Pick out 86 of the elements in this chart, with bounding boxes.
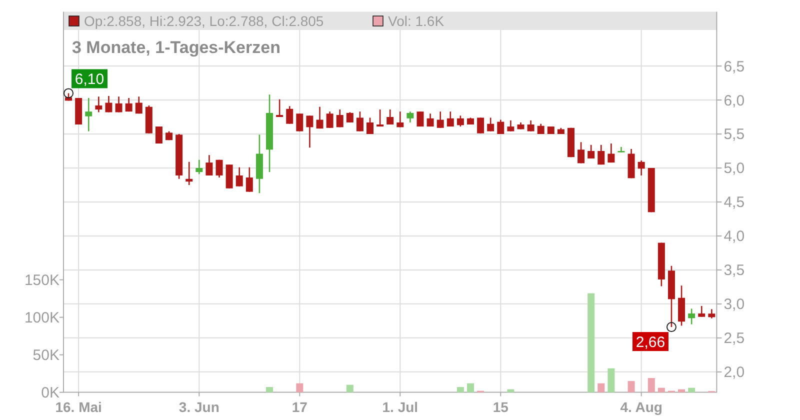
x-tick-label: 17 xyxy=(292,399,308,415)
candlestick xyxy=(688,308,696,325)
candlestick xyxy=(436,110,444,129)
candlestick xyxy=(416,110,424,128)
annotation: 2,66 xyxy=(636,334,666,351)
candlestick xyxy=(446,110,454,128)
x-tick-label: 3. Jun xyxy=(178,399,220,415)
y-tick-label: 5,5 xyxy=(724,126,745,144)
candlestick xyxy=(85,97,92,132)
candlestick xyxy=(135,96,142,114)
candlestick xyxy=(336,108,344,128)
y-tick-label: 4,0 xyxy=(724,228,745,246)
candlestick xyxy=(95,96,102,113)
text: Vol: 1.6K xyxy=(388,13,445,29)
candlestick xyxy=(186,161,193,186)
y2-tick-label: 100K xyxy=(24,310,60,327)
candlestick xyxy=(306,114,314,148)
x-tick-label: 15 xyxy=(492,399,509,415)
candlestick xyxy=(236,166,243,187)
candlestick xyxy=(426,112,434,128)
bar xyxy=(688,388,696,392)
candlestick xyxy=(376,108,384,128)
candlestick xyxy=(206,154,213,176)
bar xyxy=(296,383,304,392)
text: 3 Monate, 1-Tages-Kerzen xyxy=(72,38,280,57)
candlestick xyxy=(286,105,294,124)
candlestick xyxy=(276,98,284,118)
y2-tick-label: 150K xyxy=(24,272,60,290)
candlestick xyxy=(105,95,112,113)
candlestick xyxy=(406,110,414,124)
y-tick-label: 6,0 xyxy=(724,92,745,110)
candlestick xyxy=(708,308,716,319)
bar xyxy=(608,368,615,392)
candlestick xyxy=(155,126,162,144)
candlestick xyxy=(638,160,645,176)
candlestick xyxy=(588,144,595,160)
y-tick-label: 3,5 xyxy=(724,262,745,280)
candlestick xyxy=(678,284,686,326)
candlestick xyxy=(366,117,374,135)
text: Op:2.858, Hi:2.923, Lo:2.788, Cl:2.805 xyxy=(84,13,324,29)
candlestick xyxy=(246,166,253,192)
candlestick xyxy=(507,120,514,132)
y-tick-label: 3,0 xyxy=(724,296,745,314)
candlestick xyxy=(196,159,203,175)
annotation: 6,10 xyxy=(74,70,104,88)
candlestick xyxy=(396,110,404,128)
candlestick xyxy=(698,305,706,318)
x-tick-label: 16. Mai xyxy=(55,399,102,415)
bar xyxy=(658,388,665,392)
candlestick xyxy=(608,142,615,164)
y-tick-label: 4,5 xyxy=(724,194,745,212)
candlestick xyxy=(316,106,324,130)
candlestick xyxy=(456,114,464,128)
bar xyxy=(507,389,514,392)
candlestick xyxy=(226,164,233,190)
candlestick xyxy=(386,108,394,126)
candlestick xyxy=(598,144,605,166)
bar xyxy=(588,293,595,392)
bar xyxy=(456,387,464,392)
bar xyxy=(346,384,354,392)
bar xyxy=(598,383,605,392)
bar xyxy=(678,389,686,392)
candlestick xyxy=(356,110,364,132)
y2-tick-label: 0K xyxy=(41,384,60,402)
candlestick xyxy=(487,117,494,132)
candlestick xyxy=(497,119,504,135)
y-tick-label: 6,5 xyxy=(724,58,745,76)
candlestick xyxy=(216,159,223,178)
candlestick xyxy=(115,96,122,113)
y-tick-label: 2,0 xyxy=(724,364,745,382)
candlestick xyxy=(527,120,534,132)
candlestick xyxy=(296,112,304,132)
x-tick-label: 4. Aug xyxy=(620,399,662,415)
candlestick xyxy=(578,142,585,164)
x-tick-label: 1. Jul xyxy=(382,399,418,415)
y-tick-label: 2,5 xyxy=(724,330,745,348)
bar xyxy=(266,387,274,392)
bar xyxy=(466,383,474,392)
y-tick-label: 5,0 xyxy=(724,160,745,178)
candlestick xyxy=(477,117,484,134)
bar xyxy=(648,378,655,392)
candlestick xyxy=(346,112,354,124)
candlestick xyxy=(326,110,334,129)
candlestick xyxy=(125,97,132,112)
bar xyxy=(628,381,635,392)
y2-tick-label: 50K xyxy=(32,347,60,364)
